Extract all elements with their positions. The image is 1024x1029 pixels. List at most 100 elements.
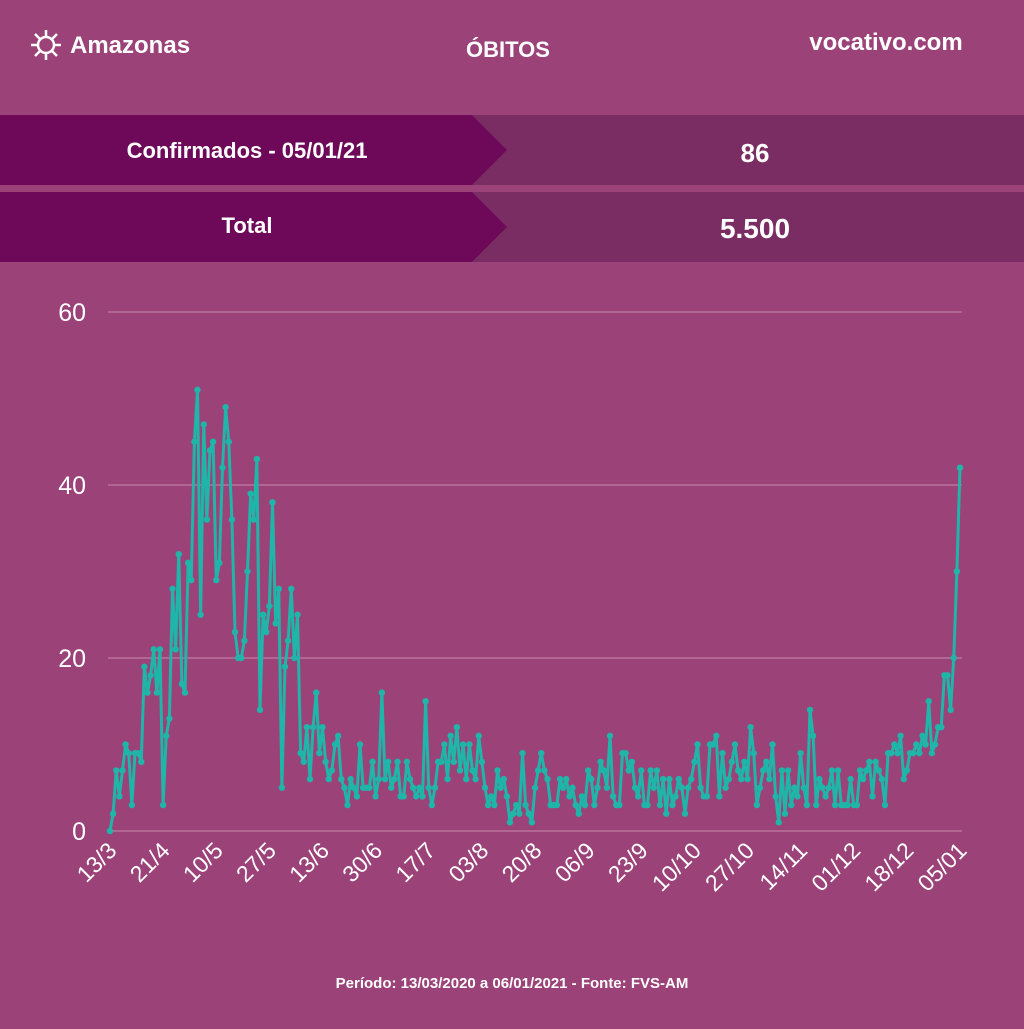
point <box>809 732 817 740</box>
point <box>134 749 142 757</box>
point <box>150 646 157 653</box>
point <box>447 732 454 740</box>
point <box>656 801 664 809</box>
point <box>647 767 654 774</box>
point <box>831 801 839 809</box>
point <box>428 801 436 809</box>
point <box>781 810 789 817</box>
point <box>581 801 589 809</box>
point <box>441 741 448 748</box>
point <box>672 793 679 800</box>
point <box>541 767 548 774</box>
point <box>484 801 492 809</box>
point <box>372 793 379 800</box>
point <box>853 801 861 809</box>
point <box>513 801 520 809</box>
point <box>538 749 545 757</box>
footer: Período: 13/03/2020 a 06/01/2021 - Fonte… <box>336 975 689 992</box>
point <box>259 611 267 618</box>
point <box>713 732 720 740</box>
point <box>525 810 532 817</box>
point <box>450 758 457 765</box>
point <box>603 784 611 791</box>
point <box>594 784 601 791</box>
point <box>225 438 232 445</box>
point <box>347 775 354 783</box>
point <box>222 403 229 411</box>
point <box>272 620 279 627</box>
point <box>634 793 642 800</box>
point <box>184 559 192 567</box>
point <box>669 801 676 809</box>
point <box>122 741 129 748</box>
point <box>566 793 573 800</box>
point <box>353 793 361 800</box>
point <box>694 741 701 748</box>
point <box>344 801 351 809</box>
point <box>822 793 829 800</box>
point <box>722 784 729 791</box>
point <box>159 801 167 809</box>
point <box>172 646 179 653</box>
point <box>125 749 132 757</box>
point <box>756 784 764 791</box>
point <box>509 810 517 817</box>
point <box>303 724 311 731</box>
y-tick-label: 20 <box>58 645 86 673</box>
point <box>288 585 295 592</box>
point <box>528 819 536 826</box>
point <box>863 767 870 774</box>
point <box>584 767 592 774</box>
point <box>188 576 195 584</box>
point <box>247 490 254 497</box>
point <box>438 758 445 765</box>
point <box>453 724 461 731</box>
point <box>481 784 489 791</box>
row-label-bg <box>0 192 507 262</box>
point <box>297 749 304 757</box>
point <box>381 775 389 783</box>
point <box>763 758 770 765</box>
point <box>622 749 629 757</box>
point <box>703 793 711 800</box>
point <box>378 689 386 696</box>
point <box>638 767 645 774</box>
point <box>544 775 551 783</box>
point <box>384 758 392 765</box>
point <box>475 732 482 740</box>
point <box>488 793 495 800</box>
point <box>919 732 926 740</box>
point <box>878 775 886 783</box>
title: ÓBITOS <box>466 37 550 62</box>
point <box>456 767 464 774</box>
point <box>828 767 836 774</box>
y-tick-label: 60 <box>58 299 86 327</box>
point <box>219 464 226 471</box>
point <box>325 775 332 783</box>
point <box>947 706 954 714</box>
point <box>175 551 182 558</box>
point <box>741 758 748 765</box>
point <box>903 767 911 774</box>
point <box>322 758 329 765</box>
point <box>625 767 632 774</box>
point <box>775 819 782 826</box>
point <box>800 784 807 791</box>
point <box>141 663 148 670</box>
point <box>341 784 348 791</box>
point <box>944 672 951 679</box>
point <box>834 767 842 774</box>
point <box>375 775 382 783</box>
point <box>328 767 336 774</box>
point <box>516 810 523 817</box>
point <box>847 775 854 783</box>
point <box>231 628 239 636</box>
point <box>250 516 257 523</box>
point <box>631 784 639 791</box>
point <box>472 775 479 783</box>
point <box>681 810 689 817</box>
point <box>772 793 779 800</box>
point <box>256 706 264 714</box>
point <box>238 654 245 662</box>
